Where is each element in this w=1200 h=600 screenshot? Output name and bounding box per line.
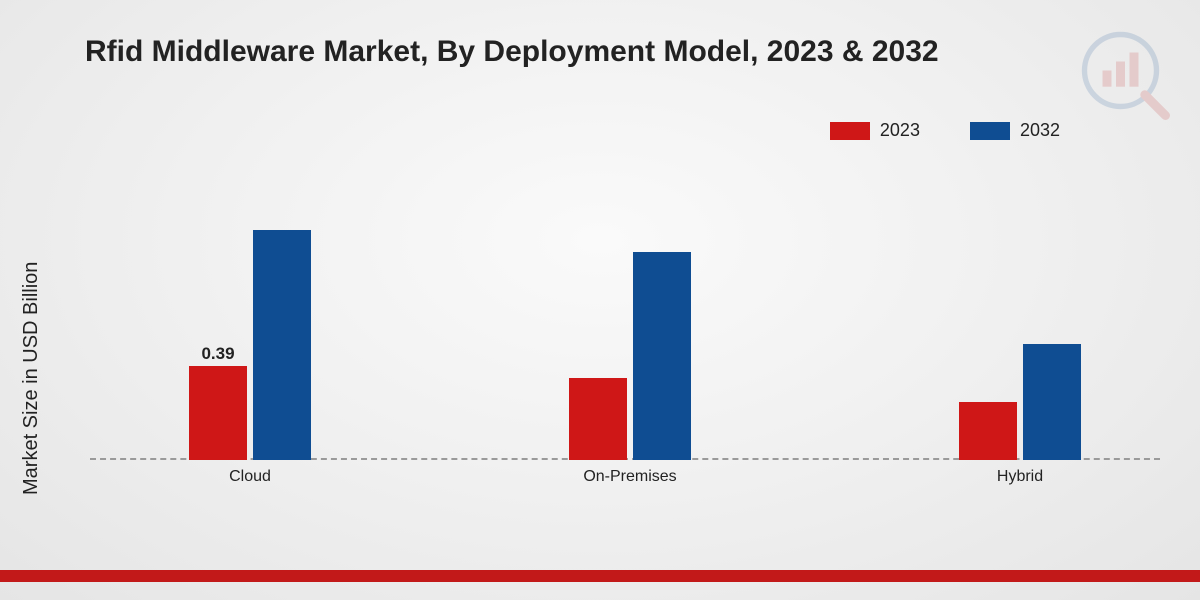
bar-group-hybrid: Hybrid — [890, 344, 1150, 460]
bar-cloud-2032 — [253, 230, 311, 460]
legend-label: 2023 — [880, 120, 920, 141]
chart-title: Rfid Middleware Market, By Deployment Mo… — [85, 35, 939, 69]
bar-value-label: 0.39 — [201, 344, 234, 366]
y-axis-label: Market Size in USD Billion — [20, 262, 43, 495]
x-category-label: On-Premises — [583, 460, 676, 486]
legend: 2023 2032 — [830, 120, 1060, 141]
chart-page: Rfid Middleware Market, By Deployment Mo… — [0, 0, 1200, 600]
bar-group-cloud: 0.39 Cloud — [120, 230, 380, 460]
legend-item-2023: 2023 — [830, 120, 920, 141]
x-category-label: Cloud — [229, 460, 271, 486]
legend-swatch-icon — [830, 122, 870, 140]
bar-group-onprem: On-Premises — [500, 252, 760, 460]
x-category-label: Hybrid — [997, 460, 1043, 486]
plot-area: 0.39 Cloud On-Premises Hybrid — [90, 170, 1160, 460]
brand-logo-icon — [1080, 30, 1170, 120]
bar-cloud-2023: 0.39 — [189, 366, 247, 460]
bar-onprem-2023 — [569, 378, 627, 460]
bar-onprem-2032 — [633, 252, 691, 460]
legend-item-2032: 2032 — [970, 120, 1060, 141]
bar-hybrid-2032 — [1023, 344, 1081, 460]
legend-swatch-icon — [970, 122, 1010, 140]
bar-hybrid-2023 — [959, 402, 1017, 460]
legend-label: 2032 — [1020, 120, 1060, 141]
footer-accent-bar — [0, 570, 1200, 582]
